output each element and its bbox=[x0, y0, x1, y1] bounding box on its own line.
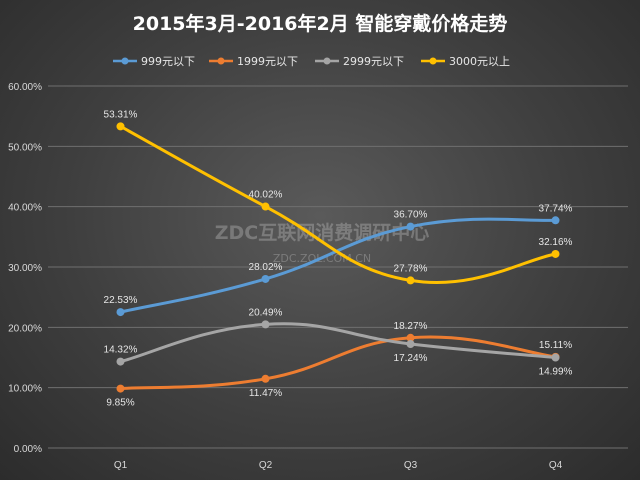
data-point bbox=[551, 353, 560, 362]
data-point bbox=[261, 320, 270, 329]
legend-label: 999元以下 bbox=[141, 55, 195, 68]
legend-swatch-marker bbox=[217, 57, 225, 65]
data-label: 18.27% bbox=[394, 321, 428, 332]
series-line bbox=[119, 322, 557, 364]
legend-label: 2999元以下 bbox=[343, 55, 404, 68]
data-label: 15.11% bbox=[539, 340, 572, 351]
x-tick-label: Q1 bbox=[114, 460, 128, 471]
y-tick-label: 40.00% bbox=[8, 203, 42, 214]
series-line bbox=[119, 335, 557, 391]
y-tick-label: 60.00% bbox=[8, 82, 42, 93]
chart-title: 2015年3月-2016年2月 智能穿戴价格走势 bbox=[133, 12, 508, 35]
data-point bbox=[261, 374, 270, 383]
data-label: 17.24% bbox=[394, 353, 428, 364]
legend-swatch-marker bbox=[121, 57, 129, 65]
data-label: 32.16% bbox=[539, 237, 573, 248]
data-label: 37.74% bbox=[539, 203, 573, 214]
data-label: 20.49% bbox=[249, 307, 283, 318]
data-label: 27.78% bbox=[394, 263, 428, 274]
watermark-line1: ZDC互联网消费调研中心 bbox=[215, 221, 430, 244]
y-tick-label: 30.00% bbox=[8, 263, 42, 274]
x-tick-label: Q4 bbox=[549, 460, 563, 471]
data-label: 11.47% bbox=[249, 388, 282, 399]
data-point bbox=[261, 202, 270, 211]
data-label: 9.85% bbox=[106, 398, 134, 409]
series-lines bbox=[119, 124, 557, 391]
data-point bbox=[116, 308, 125, 317]
data-points bbox=[116, 122, 560, 393]
data-label: 22.53% bbox=[104, 295, 138, 306]
data-point bbox=[406, 276, 415, 285]
legend: 999元以下 1999元以下 2999元以下 3000元以上 bbox=[113, 55, 510, 68]
data-label: 14.32% bbox=[104, 345, 138, 356]
data-point bbox=[116, 357, 125, 366]
data-point bbox=[261, 274, 270, 283]
x-tick-label: Q2 bbox=[259, 460, 273, 471]
legend-swatch-marker bbox=[429, 57, 437, 65]
data-point bbox=[551, 249, 560, 258]
y-axis-ticks: 0.00% 10.00% 20.00% 30.00% 40.00% 50.00% 60.00… bbox=[8, 82, 42, 455]
x-tick-label: Q3 bbox=[404, 460, 418, 471]
legend-swatch-marker bbox=[323, 57, 331, 65]
data-point bbox=[116, 122, 125, 131]
y-tick-label: 20.00% bbox=[8, 323, 42, 334]
data-label: 40.02% bbox=[249, 190, 283, 201]
y-tick-label: 0.00% bbox=[14, 444, 42, 455]
y-tick-label: 10.00% bbox=[8, 384, 42, 395]
series-line bbox=[119, 124, 557, 285]
y-tick-label: 50.00% bbox=[8, 142, 42, 153]
grid-lines bbox=[48, 85, 628, 449]
data-labels: 22.53% 28.02% 36.70% 37.74% 9.85% 11.47% 18.27… bbox=[104, 109, 573, 408]
legend-label: 1999元以下 bbox=[237, 55, 298, 68]
data-point bbox=[406, 339, 415, 348]
x-axis-ticks: Q1 Q2 Q3 Q4 bbox=[114, 460, 563, 471]
data-point bbox=[406, 222, 415, 231]
data-point bbox=[406, 333, 415, 342]
data-label: 28.02% bbox=[249, 262, 283, 273]
data-label: 53.31% bbox=[104, 109, 138, 120]
data-point bbox=[551, 216, 560, 225]
data-label: 36.70% bbox=[394, 210, 428, 221]
data-point bbox=[116, 384, 125, 393]
data-label: 14.99% bbox=[539, 367, 573, 378]
legend-label: 3000元以上 bbox=[449, 55, 510, 68]
